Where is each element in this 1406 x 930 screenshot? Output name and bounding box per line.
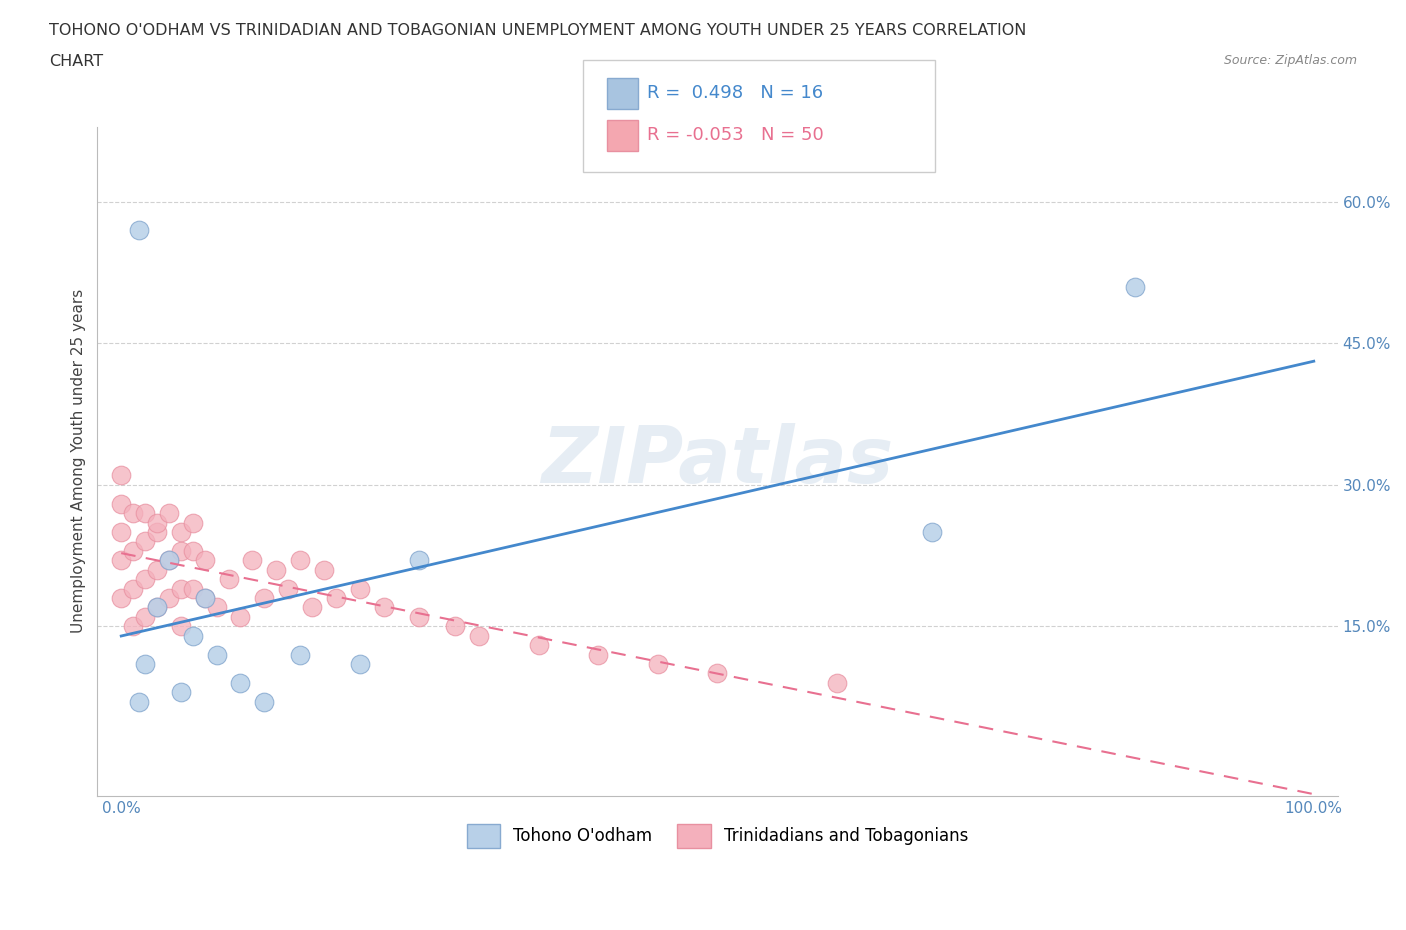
Point [647, 657, 669, 671]
Point [218, 572, 240, 587]
Point [134, 657, 156, 671]
Point [181, 629, 204, 644]
Point [921, 525, 943, 539]
Point [181, 543, 204, 558]
Text: R = -0.053   N = 50: R = -0.053 N = 50 [647, 126, 824, 144]
Point [312, 563, 335, 578]
Point [110, 525, 132, 539]
Point [253, 591, 276, 605]
Point [146, 525, 169, 539]
Point [229, 675, 252, 690]
Point [122, 618, 145, 633]
Point [110, 552, 132, 567]
Point [122, 506, 145, 521]
Point [288, 552, 311, 567]
Point [170, 525, 193, 539]
Point [408, 609, 430, 624]
Point [170, 543, 193, 558]
Point [170, 684, 193, 699]
Point [325, 591, 347, 605]
Point [264, 563, 287, 578]
Point [157, 552, 180, 567]
Y-axis label: Unemployment Among Youth under 25 years: Unemployment Among Youth under 25 years [72, 289, 86, 633]
Point [229, 609, 252, 624]
Point [134, 534, 156, 549]
Point [122, 581, 145, 596]
Text: ZIPatlas: ZIPatlas [541, 423, 894, 499]
Point [157, 552, 180, 567]
Point [444, 618, 467, 633]
Point [181, 515, 204, 530]
Point [110, 497, 132, 512]
Point [134, 572, 156, 587]
Text: Source: ZipAtlas.com: Source: ZipAtlas.com [1223, 54, 1357, 67]
Point [146, 515, 169, 530]
Point [825, 675, 848, 690]
Point [134, 506, 156, 521]
Point [205, 600, 228, 615]
Point [408, 552, 430, 567]
Point [194, 552, 217, 567]
Point [205, 647, 228, 662]
Point [170, 581, 193, 596]
Point [194, 591, 217, 605]
Point [110, 591, 132, 605]
Point [586, 647, 609, 662]
Point [1123, 279, 1146, 294]
Point [181, 581, 204, 596]
Point [527, 638, 550, 653]
Point [128, 223, 150, 238]
Point [706, 666, 728, 681]
Point [242, 552, 264, 567]
Point [146, 600, 169, 615]
Point [468, 629, 491, 644]
Point [134, 609, 156, 624]
Text: CHART: CHART [49, 54, 103, 69]
Legend: Tohono O'odham, Trinidadians and Tobagonians: Tohono O'odham, Trinidadians and Tobagon… [460, 817, 976, 855]
Point [146, 563, 169, 578]
Point [146, 600, 169, 615]
Point [128, 694, 150, 709]
Point [288, 647, 311, 662]
Point [349, 581, 371, 596]
Point [170, 618, 193, 633]
Point [253, 694, 276, 709]
Point [157, 506, 180, 521]
Point [373, 600, 395, 615]
Text: TOHONO O'ODHAM VS TRINIDADIAN AND TOBAGONIAN UNEMPLOYMENT AMONG YOUTH UNDER 25 Y: TOHONO O'ODHAM VS TRINIDADIAN AND TOBAGO… [49, 23, 1026, 38]
Point [110, 468, 132, 483]
Point [194, 591, 217, 605]
Text: R =  0.498   N = 16: R = 0.498 N = 16 [647, 84, 823, 102]
Point [301, 600, 323, 615]
Point [122, 543, 145, 558]
Point [349, 657, 371, 671]
Point [157, 591, 180, 605]
Point [277, 581, 299, 596]
